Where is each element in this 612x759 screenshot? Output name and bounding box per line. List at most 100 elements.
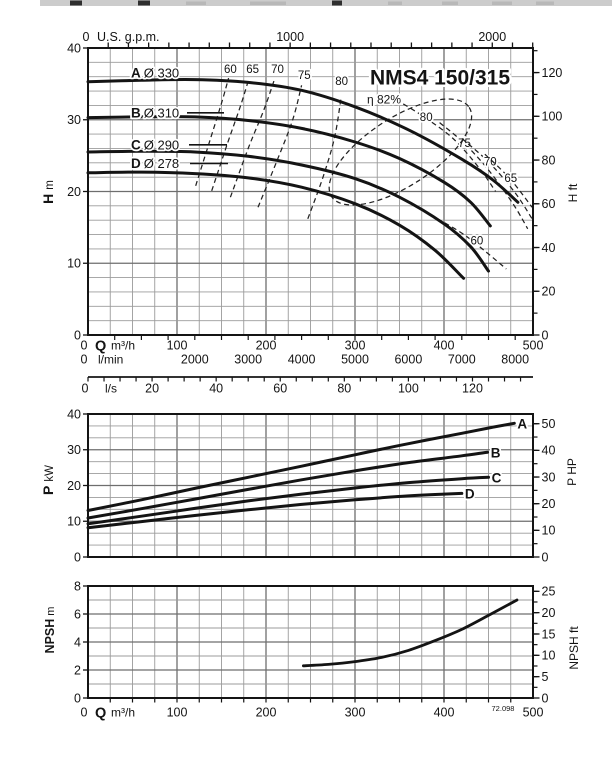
- cropped-strip-bar: [40, 0, 612, 6]
- left-axis-tick-label: 30: [67, 113, 81, 127]
- npsh-right-axis-title: NPSH ft: [567, 626, 581, 670]
- efficiency-label-70: 70: [484, 157, 497, 169]
- left-axis-tick-label: 40: [67, 41, 81, 55]
- ls-axis-zero: 0: [82, 382, 89, 396]
- cropped-top-strip: [40, 0, 612, 6]
- right-axis-tick-label: 20: [542, 497, 556, 511]
- lmin-tick-label: 5000: [341, 353, 369, 367]
- q-axis-zero: 0: [81, 339, 88, 353]
- left-axis-tick-label: 10: [67, 515, 81, 529]
- h-symbol: H: [40, 194, 56, 204]
- cropped-strip-mark: [250, 1, 286, 5]
- efficiency-contour-60: [195, 77, 230, 186]
- power-y-axis-title: PkW: [40, 465, 56, 495]
- left-axis-tick-label: 4: [74, 635, 81, 649]
- lmin-tick-label: 7000: [448, 353, 476, 367]
- lmin-axis-zero: 0: [81, 353, 88, 367]
- lmin-tick-label: 2000: [181, 353, 209, 367]
- cropped-strip-mark: [138, 0, 150, 6]
- h-unit: m: [44, 180, 56, 190]
- power-curve-letter-A: A: [517, 416, 527, 431]
- q-tick-label: 300: [345, 339, 366, 353]
- efficiency-contour-80: [307, 99, 342, 220]
- left-axis-tick-label: 20: [67, 479, 81, 493]
- power-curve-C: [86, 475, 490, 526]
- lmin-axis-unit: l/min: [98, 353, 123, 367]
- right-axis-tick-label: 30: [542, 470, 556, 484]
- eta-82-label: η 82%: [367, 93, 401, 107]
- cropped-strip-mark: [388, 1, 402, 5]
- curve-letter-C: C: [131, 138, 141, 153]
- efficiency-label-80: 80: [335, 76, 348, 88]
- power-right-axis-title: P HP: [565, 458, 579, 486]
- right-axis-tick-label: 10: [542, 649, 556, 663]
- right-axis-tick-label: 20: [542, 285, 556, 299]
- efficiency-contour-80: [395, 99, 497, 192]
- right-axis-tick-label: 50: [542, 417, 556, 431]
- power-curve-A: [86, 421, 516, 512]
- efficiency-label-60: 60: [471, 236, 484, 248]
- curve-letter-D: D: [131, 156, 141, 171]
- efficiency-contour-65: [484, 153, 533, 208]
- right-axis-tick-label: 25: [542, 585, 556, 599]
- cropped-strip-mark: [332, 0, 342, 6]
- efficiency-contour-70: [229, 77, 276, 198]
- gpm-axis-unit: U.S. g.p.m.: [97, 30, 160, 44]
- cropped-strip-mark: [492, 1, 512, 5]
- ls-tick-label: 40: [209, 382, 223, 396]
- efficiency-label-70: 70: [271, 64, 284, 76]
- efficiency-label-65: 65: [504, 173, 517, 185]
- right-axis-tick-label: 0: [542, 691, 549, 705]
- power-curve-letter-D: D: [465, 486, 475, 501]
- power-curve-D: [86, 491, 464, 530]
- curve-diameter-B: Ø 310: [144, 106, 179, 121]
- head-chart: 60 65 70 7580807570656001020304002040608010…: [67, 30, 562, 396]
- q-axis-symbol: Q: [95, 339, 106, 355]
- npsh-q-axis-unit: m³/h: [111, 706, 135, 720]
- npsh-unit: m: [45, 607, 57, 616]
- ls-tick-label: 100: [398, 382, 419, 396]
- right-axis-tick-label: 100: [542, 110, 563, 124]
- curve-diameter-A: Ø 330: [144, 66, 179, 81]
- cropped-strip-mark: [70, 0, 82, 6]
- curve-letter-B: B: [131, 106, 141, 121]
- left-axis-tick-label: 8: [74, 579, 81, 593]
- ls-tick-label: 60: [273, 382, 287, 396]
- right-axis-tick-label: 0: [542, 550, 549, 564]
- npsh-q-axis-zero: 0: [81, 706, 88, 720]
- npsh-q-tick-label: 300: [345, 706, 366, 720]
- right-axis-tick-label: 40: [542, 444, 556, 458]
- lmin-tick-label: 6000: [394, 353, 422, 367]
- right-axis-tick-label: 40: [542, 241, 556, 255]
- head-y-axis-title: Hm: [40, 180, 56, 204]
- efficiency-contour-60: [429, 213, 507, 270]
- pump-curve-C: [86, 149, 490, 273]
- right-axis-tick-label: 10: [542, 524, 556, 538]
- left-axis-tick-label: 0: [74, 550, 81, 564]
- left-axis-tick-label: 2: [74, 663, 81, 677]
- q-tick-label: 200: [256, 339, 277, 353]
- pump-curve-B: [86, 115, 492, 228]
- pump-curve-D: [86, 170, 466, 280]
- left-axis-tick-label: 20: [67, 185, 81, 199]
- power-curve-B: [86, 450, 490, 520]
- cropped-strip-mark: [536, 1, 554, 5]
- right-axis-tick-label: 0: [542, 328, 549, 342]
- p-symbol: P: [40, 486, 56, 495]
- efficiency-label-65: 65: [246, 64, 259, 76]
- ls-axis-unit: l/s: [105, 382, 117, 396]
- gpm-axis-zero: 0: [83, 30, 90, 44]
- efficiency-contours: 60 65 70 75 80 80 75 70 65 60: [195, 62, 533, 270]
- right-axis-tick-label: 60: [542, 197, 556, 211]
- right-axis-tick-label: 80: [542, 153, 556, 167]
- right-axis-tick-label: 15: [542, 627, 556, 641]
- left-axis-tick-label: 10: [67, 257, 81, 271]
- left-axis-tick-label: 6: [74, 607, 81, 621]
- npsh-q-tick-label: 200: [256, 706, 277, 720]
- page-title: NMS4 150/315: [370, 67, 510, 90]
- q-tick-label: 500: [523, 339, 544, 353]
